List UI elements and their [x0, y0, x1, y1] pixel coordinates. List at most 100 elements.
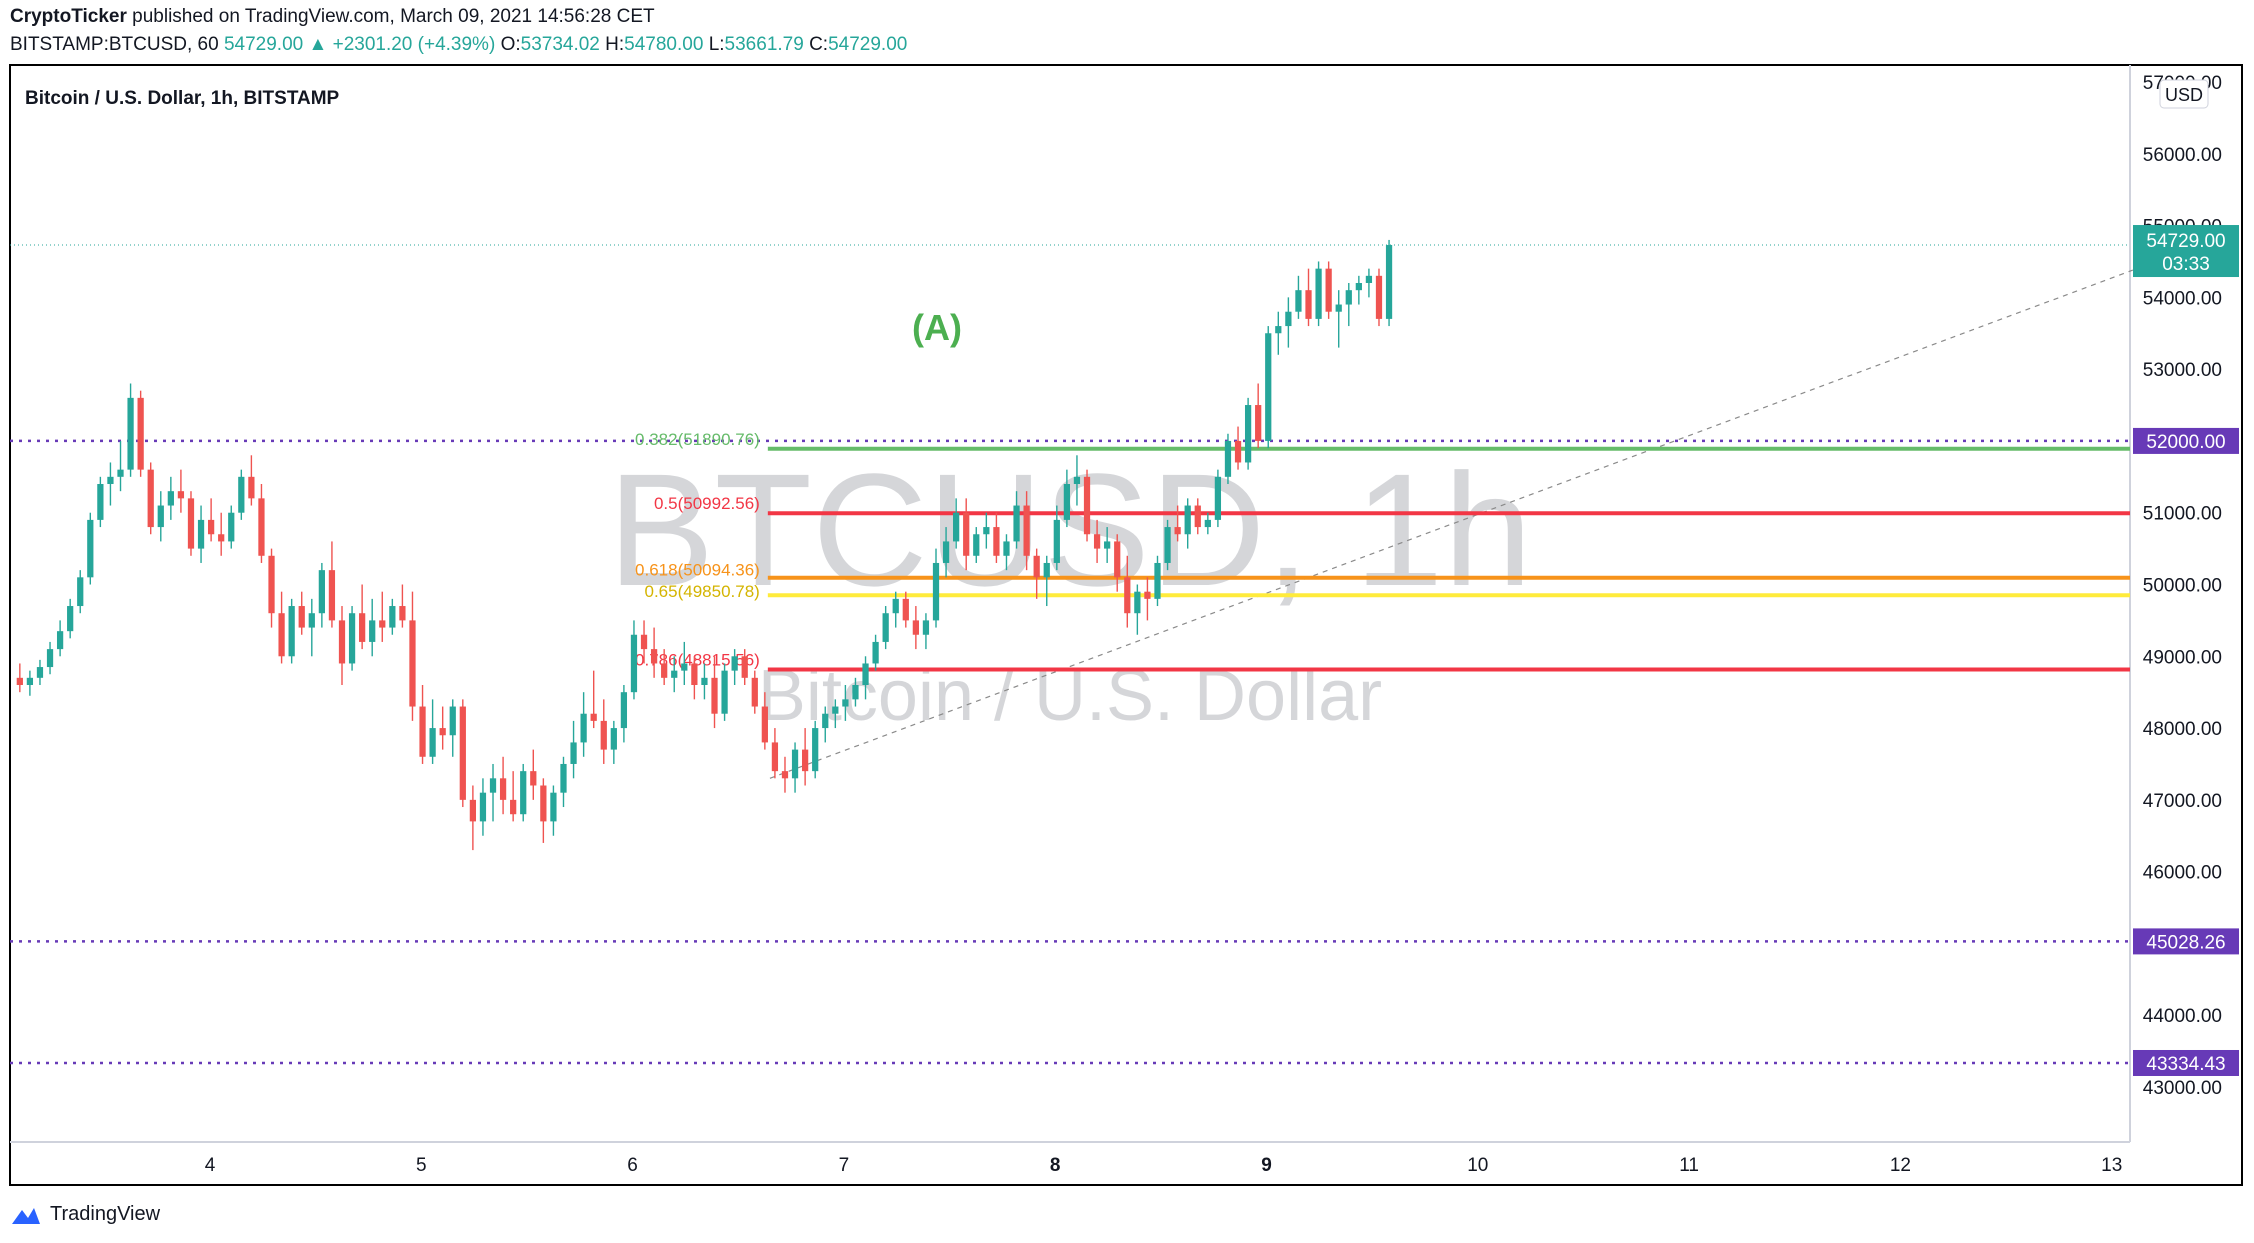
candle[interactable]: [459, 699, 466, 808]
candle[interactable]: [1385, 239, 1393, 327]
candle[interactable]: [1275, 311, 1282, 355]
candle[interactable]: [1345, 283, 1352, 327]
candle[interactable]: [288, 598, 295, 664]
candle[interactable]: [1033, 548, 1040, 599]
candle[interactable]: [973, 527, 980, 563]
candle[interactable]: [328, 541, 336, 628]
candle[interactable]: [167, 476, 174, 520]
candle[interactable]: [197, 505, 205, 563]
candle[interactable]: [1144, 577, 1151, 621]
candle[interactable]: [489, 763, 497, 822]
candle[interactable]: [1305, 268, 1312, 327]
candle[interactable]: [26, 670, 34, 696]
candle[interactable]: [1023, 491, 1030, 571]
candle[interactable]: [409, 591, 416, 721]
candle[interactable]: [278, 591, 285, 664]
candle[interactable]: [671, 656, 678, 693]
candle[interactable]: [953, 498, 960, 549]
candle[interactable]: [147, 462, 154, 535]
candle[interactable]: [731, 649, 738, 685]
candle[interactable]: [1114, 534, 1121, 592]
candle[interactable]: [268, 548, 275, 628]
candle[interactable]: [1335, 290, 1342, 348]
candle[interactable]: [207, 498, 215, 542]
candle[interactable]: [308, 598, 315, 657]
candle[interactable]: [429, 699, 436, 764]
candle[interactable]: [812, 720, 819, 779]
candle[interactable]: [620, 685, 628, 743]
candle[interactable]: [469, 785, 477, 851]
candle[interactable]: [258, 484, 265, 563]
candle[interactable]: [1073, 455, 1081, 506]
candle[interactable]: [902, 591, 909, 628]
candle[interactable]: [1244, 397, 1252, 470]
candle[interactable]: [157, 491, 164, 542]
candle[interactable]: [701, 663, 708, 700]
candle[interactable]: [127, 383, 134, 477]
candle[interactable]: [610, 720, 617, 764]
candle[interactable]: [97, 476, 104, 528]
candle[interactable]: [1124, 555, 1131, 628]
candle[interactable]: [570, 720, 577, 779]
candle[interactable]: [1013, 491, 1020, 549]
candle[interactable]: [721, 663, 728, 721]
candle[interactable]: [741, 649, 748, 685]
candle[interactable]: [338, 606, 346, 685]
candle[interactable]: [1355, 275, 1362, 305]
candle[interactable]: [1295, 275, 1302, 319]
candle[interactable]: [1375, 268, 1383, 327]
candle[interactable]: [218, 512, 225, 556]
candle[interactable]: [761, 692, 768, 750]
candle[interactable]: [550, 785, 557, 836]
candle[interactable]: [1093, 519, 1101, 563]
candle[interactable]: [137, 390, 144, 477]
candle[interactable]: [942, 527, 950, 578]
candle[interactable]: [238, 469, 245, 520]
candle[interactable]: [1003, 534, 1010, 571]
candle[interactable]: [1104, 527, 1111, 563]
candle[interactable]: [1214, 469, 1222, 528]
candle[interactable]: [1174, 505, 1181, 542]
candle[interactable]: [1255, 383, 1262, 449]
candle[interactable]: [177, 469, 185, 513]
candle[interactable]: [107, 462, 114, 506]
candle[interactable]: [1083, 469, 1091, 542]
candle[interactable]: [932, 548, 940, 628]
candle[interactable]: [993, 512, 1000, 563]
candle[interactable]: [862, 656, 869, 700]
candle[interactable]: [963, 498, 970, 571]
candle[interactable]: [711, 656, 718, 729]
candle[interactable]: [630, 620, 638, 700]
candle[interactable]: [46, 641, 54, 675]
candle[interactable]: [590, 670, 597, 729]
candle[interactable]: [510, 771, 517, 822]
candle[interactable]: [369, 598, 376, 657]
candle[interactable]: [298, 591, 305, 635]
candle[interactable]: [16, 663, 23, 693]
candle[interactable]: [540, 778, 547, 843]
candle[interactable]: [771, 728, 779, 779]
candle[interactable]: [912, 606, 919, 650]
candle[interactable]: [580, 692, 587, 757]
candle[interactable]: [228, 505, 235, 549]
candle[interactable]: [852, 677, 859, 707]
candle[interactable]: [1285, 297, 1292, 348]
candle[interactable]: [419, 685, 426, 764]
candle[interactable]: [318, 562, 325, 628]
candle[interactable]: [892, 591, 899, 628]
tradingview-brand[interactable]: TradingView: [50, 1203, 161, 1225]
candle[interactable]: [117, 440, 124, 492]
candle[interactable]: [1043, 555, 1050, 607]
candle[interactable]: [1164, 519, 1171, 571]
candle[interactable]: [872, 634, 879, 671]
candle[interactable]: [1063, 469, 1071, 528]
candle[interactable]: [379, 591, 386, 642]
candle[interactable]: [56, 620, 64, 657]
candle[interactable]: [439, 706, 446, 750]
candle[interactable]: [751, 670, 758, 714]
candle[interactable]: [600, 699, 607, 764]
candle[interactable]: [530, 749, 537, 800]
candle[interactable]: [882, 606, 889, 650]
candle[interactable]: [1224, 433, 1232, 484]
candle[interactable]: [479, 778, 487, 836]
